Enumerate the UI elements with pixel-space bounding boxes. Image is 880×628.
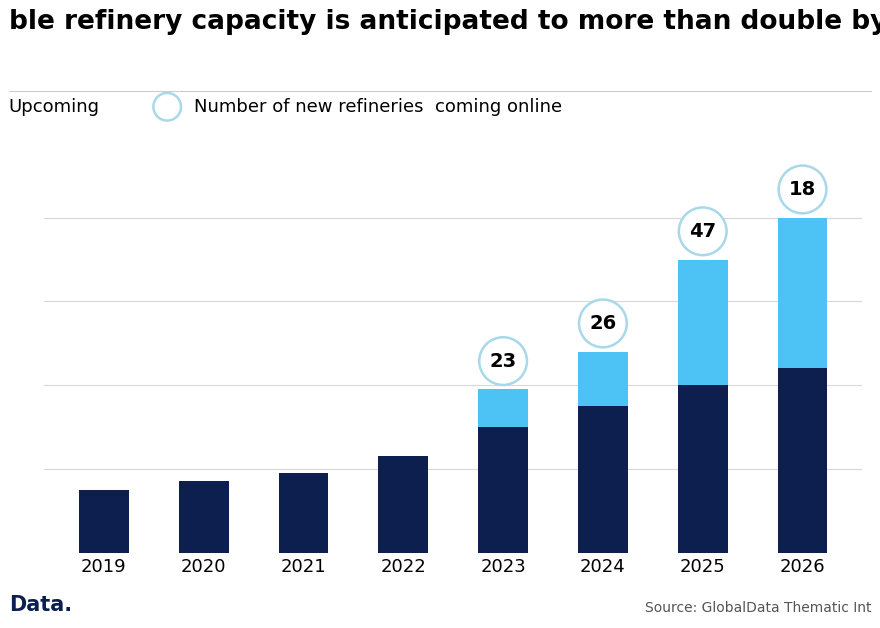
Text: 47: 47: [689, 222, 716, 241]
Text: ble refinery capacity is anticipated to more than double by 2027: ble refinery capacity is anticipated to …: [9, 9, 880, 35]
Bar: [378, 457, 429, 553]
Bar: [478, 427, 528, 553]
Bar: [578, 406, 627, 553]
Bar: [279, 473, 328, 553]
Bar: [678, 259, 728, 385]
Text: 23: 23: [489, 352, 517, 371]
Text: Source: GlobalData Thematic Int: Source: GlobalData Thematic Int: [645, 602, 871, 615]
Text: 26: 26: [590, 314, 617, 333]
Text: 18: 18: [788, 180, 816, 199]
Text: Upcoming: Upcoming: [9, 98, 99, 116]
Text: Data.: Data.: [9, 595, 72, 615]
Text: Number of new refineries  coming online: Number of new refineries coming online: [194, 98, 562, 116]
Bar: [778, 218, 827, 369]
Bar: [678, 385, 728, 553]
Bar: [179, 482, 229, 553]
Bar: [79, 490, 128, 553]
Bar: [478, 389, 528, 427]
Bar: [778, 369, 827, 553]
Bar: [578, 352, 627, 406]
